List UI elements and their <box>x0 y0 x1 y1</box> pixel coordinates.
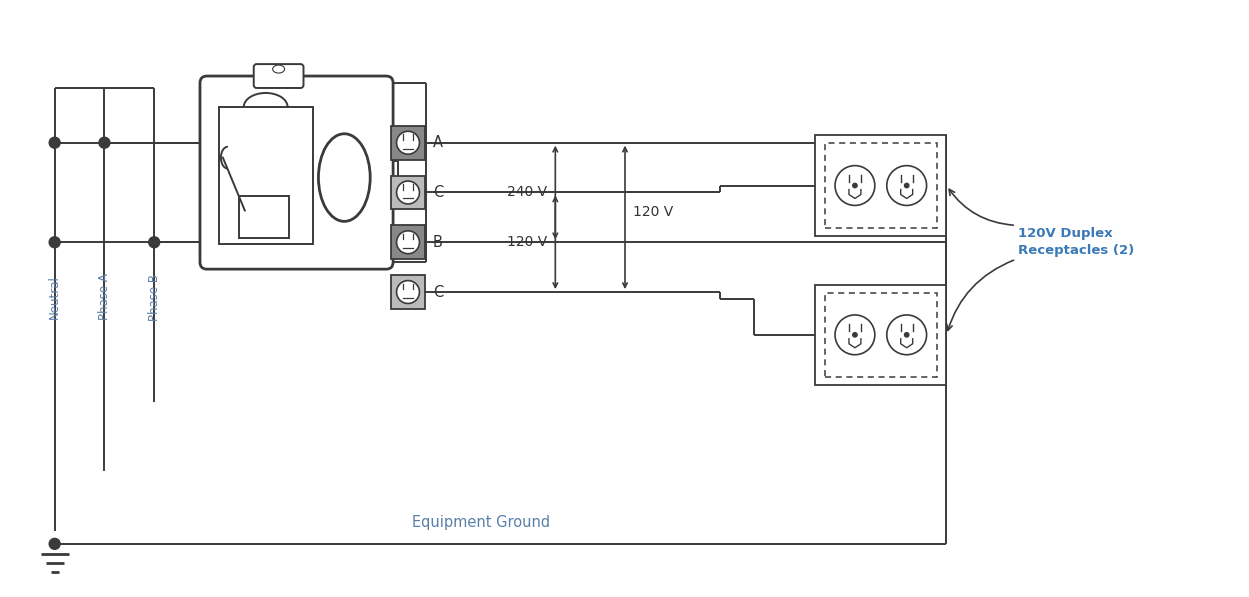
Circle shape <box>853 183 857 187</box>
Circle shape <box>887 165 927 205</box>
Text: Phase B: Phase B <box>147 273 161 321</box>
Bar <box>816 285 947 385</box>
Circle shape <box>49 137 60 148</box>
Bar <box>816 136 947 236</box>
Text: Equipment Ground: Equipment Ground <box>412 515 550 530</box>
Bar <box>239 196 289 238</box>
Circle shape <box>904 183 909 187</box>
Text: C: C <box>433 285 443 300</box>
Circle shape <box>904 333 909 337</box>
Circle shape <box>149 237 160 248</box>
Text: C: C <box>433 185 443 200</box>
Bar <box>826 143 937 228</box>
Circle shape <box>397 181 420 204</box>
Text: B: B <box>433 235 443 250</box>
Bar <box>391 176 425 210</box>
Text: 120 V: 120 V <box>633 205 673 220</box>
Bar <box>826 293 937 377</box>
FancyBboxPatch shape <box>200 76 393 269</box>
Bar <box>391 126 425 159</box>
Circle shape <box>397 131 420 154</box>
Bar <box>391 225 425 259</box>
Text: 120 V: 120 V <box>507 235 547 250</box>
Circle shape <box>397 281 420 303</box>
Ellipse shape <box>272 65 285 73</box>
Circle shape <box>887 315 927 355</box>
Circle shape <box>836 165 874 205</box>
Circle shape <box>99 137 110 148</box>
Circle shape <box>49 538 60 549</box>
Text: Phase A: Phase A <box>97 273 111 321</box>
Text: Neutral: Neutral <box>49 275 61 319</box>
Text: 120V Duplex
Receptacles (2): 120V Duplex Receptacles (2) <box>1018 227 1134 257</box>
FancyBboxPatch shape <box>254 64 304 88</box>
Circle shape <box>853 333 857 337</box>
Circle shape <box>836 315 874 355</box>
Text: A: A <box>433 136 443 150</box>
Bar <box>219 107 313 244</box>
Ellipse shape <box>318 134 370 221</box>
Text: 240 V: 240 V <box>507 186 547 199</box>
Circle shape <box>397 231 420 254</box>
Circle shape <box>49 237 60 248</box>
Bar <box>391 275 425 309</box>
